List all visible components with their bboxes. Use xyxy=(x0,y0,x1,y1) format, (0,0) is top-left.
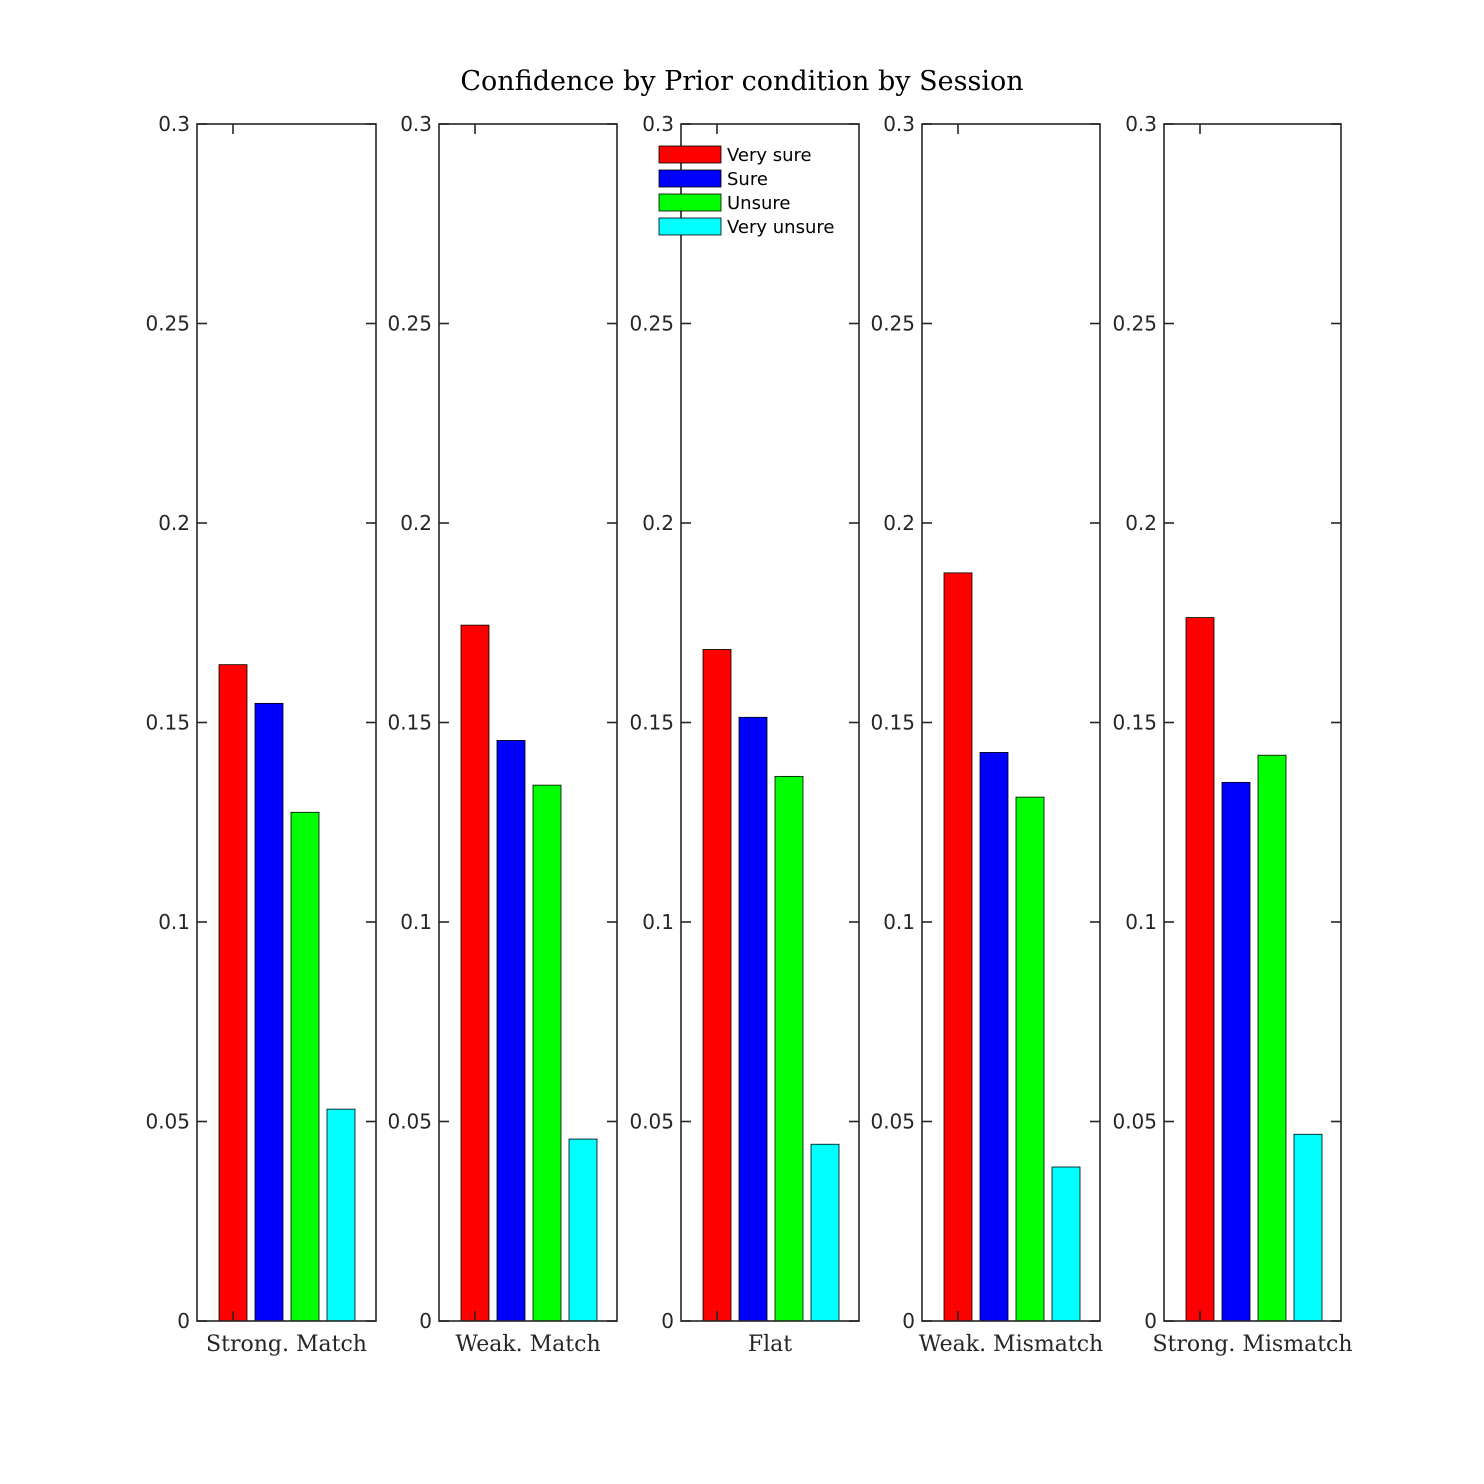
y-tick-label: 0.15 xyxy=(629,711,674,735)
bar xyxy=(460,624,490,1322)
legend-label: Sure xyxy=(727,169,768,190)
bar xyxy=(1221,781,1251,1322)
bar xyxy=(774,775,804,1322)
y-tick-label: 0.1 xyxy=(642,910,674,934)
y-tick-label: 0.05 xyxy=(870,1110,915,1134)
y-tick-label: 0.1 xyxy=(400,910,432,934)
y-tick-label: 0.3 xyxy=(883,112,915,136)
y-tick-label: 0.25 xyxy=(870,312,915,336)
chart-title: Confidence by Prior condition by Session xyxy=(460,66,1023,97)
y-tick-label: 0 xyxy=(661,1309,674,1333)
y-tick-label: 0.05 xyxy=(145,1110,190,1134)
bar xyxy=(1015,796,1045,1322)
panel-3: 0 0.05 0.1 0.15 0.2 0.25 0.3 Flat xyxy=(629,112,860,1357)
bar xyxy=(810,1143,840,1322)
y-tick-label: 0.15 xyxy=(870,711,915,735)
panel-1: 0 0.05 0.1 0.15 0.2 0.25 0.3 Strong. Match xyxy=(145,112,377,1357)
y-tick-label: 0.25 xyxy=(145,312,190,336)
category-label: Strong. Match xyxy=(206,1332,367,1357)
y-tick-label: 0.3 xyxy=(1125,112,1157,136)
legend-label: Unsure xyxy=(727,193,790,214)
bar xyxy=(218,664,248,1322)
bar xyxy=(1257,754,1287,1322)
y-tick-label: 0.2 xyxy=(158,511,190,535)
y-tick-label: 0.15 xyxy=(1112,711,1157,735)
y-tick-label: 0.2 xyxy=(1125,511,1157,535)
panel-2: 0 0.05 0.1 0.15 0.2 0.25 0.3 Weak. Match xyxy=(387,112,618,1357)
bar xyxy=(1185,617,1215,1322)
legend-swatch xyxy=(658,169,722,188)
y-tick-label: 0.05 xyxy=(629,1110,674,1134)
y-tick-label: 0.3 xyxy=(400,112,432,136)
y-tick-label: 0 xyxy=(177,1309,190,1333)
legend-swatch xyxy=(658,145,722,164)
bar xyxy=(254,702,284,1322)
y-tick-label: 0.1 xyxy=(1125,910,1157,934)
panel-4: 0 0.05 0.1 0.15 0.2 0.25 0.3 Weak. Mismatch xyxy=(870,112,1103,1357)
y-tick-label: 0.05 xyxy=(1112,1110,1157,1134)
y-tick-label: 0.05 xyxy=(387,1110,432,1134)
y-tick-label: 0.2 xyxy=(883,511,915,535)
bar xyxy=(290,811,320,1322)
y-tick-label: 0 xyxy=(1144,1309,1157,1333)
y-tick-label: 0.3 xyxy=(158,112,190,136)
panel-5: 0 0.05 0.1 0.15 0.2 0.25 0.3 Strong. Mismatch xyxy=(1112,112,1352,1357)
y-tick-label: 0 xyxy=(419,1309,432,1333)
bar xyxy=(496,740,526,1322)
category-label: Weak. Mismatch xyxy=(919,1332,1103,1357)
legend-swatch xyxy=(658,193,722,212)
y-tick-label: 0.25 xyxy=(387,312,432,336)
bar xyxy=(1051,1166,1081,1322)
category-label: Flat xyxy=(748,1332,792,1357)
y-tick-label: 0.2 xyxy=(642,511,674,535)
y-tick-label: 0.1 xyxy=(158,910,190,934)
y-tick-label: 0.1 xyxy=(883,910,915,934)
y-tick-label: 0.15 xyxy=(145,711,190,735)
y-tick-label: 0.25 xyxy=(1112,312,1157,336)
bar xyxy=(326,1108,356,1322)
bar xyxy=(979,752,1009,1322)
category-label: Strong. Mismatch xyxy=(1152,1332,1352,1357)
y-tick-label: 0.15 xyxy=(387,711,432,735)
bar xyxy=(532,784,562,1322)
y-tick-label: 0.2 xyxy=(400,511,432,535)
legend: Very sure Sure Unsure Very unsure xyxy=(658,145,834,238)
legend-label: Very sure xyxy=(727,145,812,166)
bar xyxy=(943,572,973,1322)
bar xyxy=(1293,1133,1323,1322)
y-tick-label: 0.25 xyxy=(629,312,674,336)
legend-swatch xyxy=(658,217,722,236)
y-tick-label: 0 xyxy=(902,1309,915,1333)
y-tick-label: 0.3 xyxy=(642,112,674,136)
bar xyxy=(568,1138,598,1322)
bar xyxy=(702,649,732,1322)
legend-label: Very unsure xyxy=(727,217,834,238)
panels: 0 0.05 0.1 0.15 0.2 0.25 0.3 Strong. Match 0 0.05… xyxy=(145,112,1352,1357)
category-label: Weak. Match xyxy=(455,1332,600,1357)
bar xyxy=(738,716,768,1322)
